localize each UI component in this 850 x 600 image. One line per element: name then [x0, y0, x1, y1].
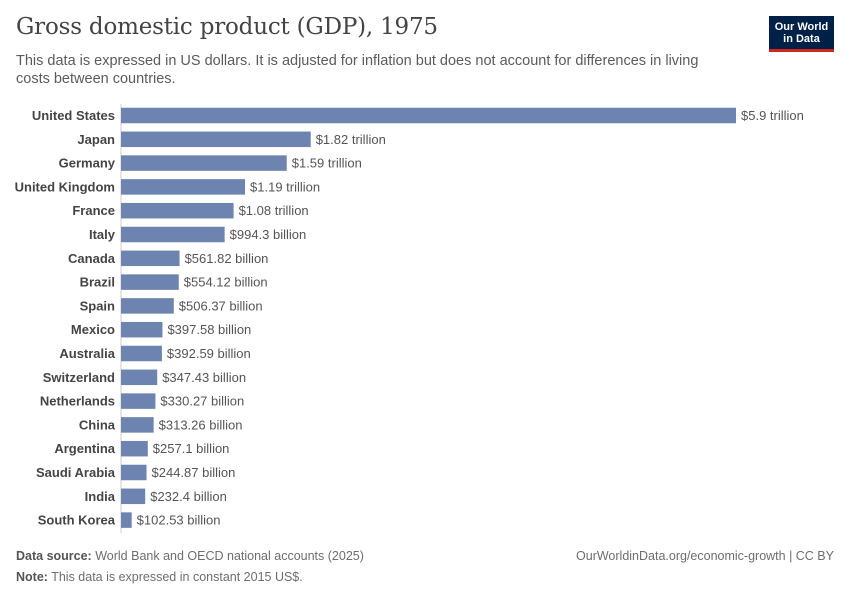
bar[interactable]: [121, 512, 132, 528]
value-label: $506.37 billion: [179, 298, 263, 313]
category-label: Australia: [59, 346, 115, 361]
chart-note: Note: This data is expressed in constant…: [16, 570, 303, 584]
value-label: $347.43 billion: [162, 370, 246, 385]
value-label: $397.58 billion: [167, 322, 251, 337]
bar[interactable]: [121, 440, 148, 457]
category-label: Canada: [68, 251, 116, 266]
bar[interactable]: [121, 298, 174, 314]
logo-line-2: in Data: [783, 33, 820, 45]
value-label: $244.87 billion: [152, 465, 236, 480]
bar[interactable]: [121, 202, 234, 219]
value-label: $554.12 billion: [184, 275, 268, 290]
category-label: United Kingdom: [15, 179, 115, 194]
value-label: $1.19 trillion: [250, 179, 320, 194]
category-label: Italy: [89, 227, 116, 242]
category-label: Switzerland: [43, 370, 115, 385]
source-label: Data source:: [16, 549, 92, 563]
category-label: Germany: [59, 156, 116, 171]
category-label: Japan: [77, 132, 115, 147]
category-label: Mexico: [71, 322, 115, 337]
bar[interactable]: [121, 417, 154, 433]
owid-logo[interactable]: Our World in Data: [769, 16, 834, 52]
value-label: $330.27 billion: [160, 394, 244, 409]
bar[interactable]: [121, 464, 147, 481]
category-label: France: [72, 203, 115, 218]
bar[interactable]: [121, 179, 246, 195]
source-text[interactable]: World Bank and OECD national accounts (2…: [95, 549, 364, 563]
bar[interactable]: [121, 250, 180, 267]
category-label: India: [85, 489, 116, 504]
bar[interactable]: [121, 131, 311, 148]
category-label: China: [79, 417, 116, 432]
value-label: $392.59 billion: [167, 346, 251, 361]
chart-title: Gross domestic product (GDP), 1975: [16, 14, 438, 40]
note-label: Note:: [16, 570, 48, 584]
source-url-link[interactable]: OurWorldinData.org/economic-growth | CC …: [576, 549, 834, 563]
note-text: This data is expressed in constant 2015 …: [51, 570, 303, 584]
bar[interactable]: [121, 226, 225, 243]
value-label: $257.1 billion: [153, 441, 230, 456]
logo-line-1: Our World: [774, 21, 829, 33]
category-label: Spain: [80, 298, 115, 313]
data-source: Data source: World Bank and OECD nationa…: [16, 549, 364, 563]
category-label: South Korea: [38, 513, 116, 528]
bar[interactable]: [121, 321, 163, 338]
value-label: $5.9 trillion: [741, 108, 804, 123]
value-label: $561.82 billion: [185, 251, 269, 266]
bar[interactable]: [121, 345, 162, 362]
value-label: $313.26 billion: [159, 417, 243, 432]
category-label: Netherlands: [40, 394, 115, 409]
category-label: Brazil: [80, 275, 115, 290]
bar[interactable]: [121, 274, 179, 290]
value-label: $994.3 billion: [230, 227, 307, 242]
value-label: $232.4 billion: [150, 489, 227, 504]
category-label: United States: [32, 108, 115, 123]
bar[interactable]: [121, 369, 158, 386]
value-label: $1.82 trillion: [316, 132, 386, 147]
value-label: $1.59 trillion: [292, 156, 362, 171]
value-label: $1.08 trillion: [239, 203, 309, 218]
chart-subtitle: This data is expressed in US dollars. It…: [16, 53, 699, 87]
bar[interactable]: [121, 155, 287, 171]
bar-chart: United States $5.9 trillion Japan $1.82 tri…: [15, 104, 804, 534]
category-label: Saudi Arabia: [36, 465, 116, 480]
value-label: $102.53 billion: [137, 513, 221, 528]
bar[interactable]: [121, 393, 156, 409]
bar[interactable]: [121, 107, 736, 124]
bar[interactable]: [121, 488, 146, 505]
category-label: Argentina: [54, 441, 115, 456]
